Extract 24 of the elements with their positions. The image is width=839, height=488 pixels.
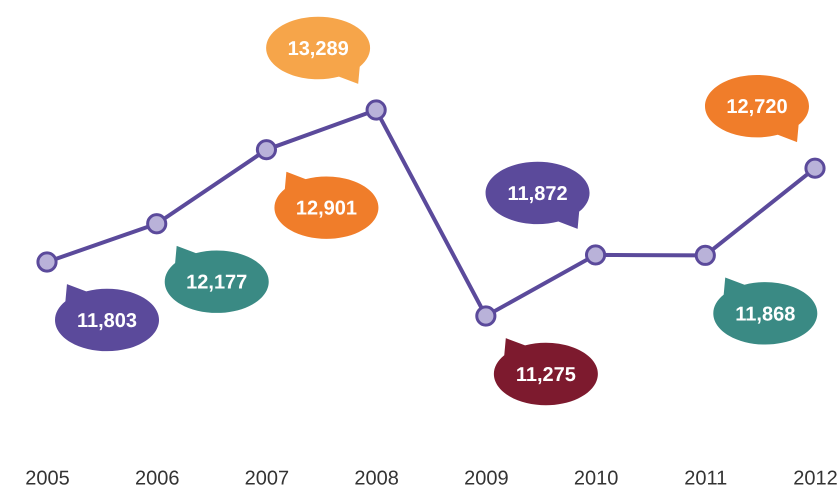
point — [146, 213, 168, 234]
x-tick-label: 2009 — [464, 468, 509, 488]
data-label: 12,177 — [186, 272, 248, 294]
data-label: 11,275 — [516, 364, 576, 386]
x-tick-label: 2012 — [793, 468, 838, 488]
x-tick-label: 2007 — [244, 468, 290, 488]
data-label: 13,289 — [288, 38, 349, 60]
point — [36, 251, 58, 273]
data-label: 12,901 — [296, 198, 358, 220]
x-tick-label: 2005 — [25, 468, 70, 488]
data-label: 11,803 — [76, 310, 138, 332]
data-label: 12,720 — [726, 96, 788, 118]
x-tick-label: 2006 — [134, 468, 180, 488]
point — [584, 244, 606, 266]
point — [366, 99, 387, 121]
point — [804, 158, 826, 179]
x-tick-label: 2008 — [354, 468, 399, 488]
data-label: 11,872 — [508, 182, 568, 205]
x-tick-label: 2010 — [574, 468, 618, 488]
x-tick-label: 2011 — [684, 468, 728, 488]
point — [256, 139, 278, 160]
point — [475, 305, 496, 327]
data-label: 11,868 — [735, 303, 796, 326]
point — [694, 244, 716, 266]
